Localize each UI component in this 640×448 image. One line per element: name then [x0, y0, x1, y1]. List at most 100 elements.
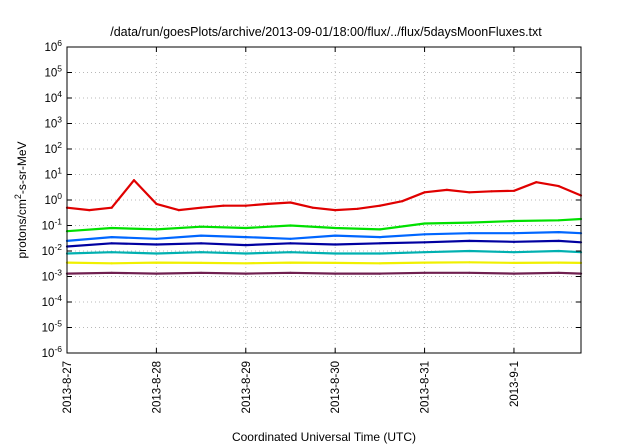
data-point — [468, 191, 471, 194]
data-point — [557, 185, 560, 188]
y-tick-label-base: 10 — [44, 195, 57, 207]
data-point — [512, 272, 516, 275]
data-point — [267, 202, 270, 205]
data-point — [244, 244, 247, 247]
y-tick-label-exponent: -4 — [54, 293, 62, 303]
data-point — [334, 226, 337, 230]
data-point — [88, 209, 91, 212]
data-point — [334, 261, 337, 264]
data-point — [132, 179, 136, 182]
y-axis-label-suffix: -s-sr-MeV — [15, 141, 29, 194]
data-point — [155, 243, 158, 246]
data-point — [512, 189, 516, 192]
chart-title: /data/run/goesPlots/archive/2013-09-01/1… — [110, 25, 542, 39]
data-point — [334, 272, 337, 275]
y-tick-label-base: 10 — [42, 297, 55, 309]
data-point — [334, 252, 337, 255]
y-tick-label-base: 10 — [44, 93, 57, 105]
data-point — [200, 251, 203, 254]
data-point — [289, 201, 292, 204]
data-point — [200, 225, 203, 228]
data-point — [423, 191, 426, 194]
series-line-group — [65, 239, 583, 248]
y-tick-label: 10-6 — [42, 344, 63, 360]
series-line — [66, 231, 582, 242]
y-tick-label-base: 10 — [42, 246, 55, 258]
data-point — [401, 200, 404, 203]
data-point — [468, 239, 471, 242]
data-point — [512, 240, 516, 243]
data-point — [110, 242, 113, 245]
data-point — [334, 243, 337, 246]
x-tick-label: 2013-8-28 — [151, 361, 163, 413]
y-tick-label-exponent: -3 — [54, 268, 62, 278]
x-tick-label: 2013-9-1 — [509, 361, 521, 407]
y-tick-label-base: 10 — [44, 119, 57, 131]
data-point — [423, 222, 426, 225]
y-tick-label-exponent: 6 — [57, 38, 62, 48]
data-point — [244, 236, 247, 239]
y-tick-label-exponent: -2 — [54, 242, 62, 252]
data-point — [155, 261, 158, 264]
y-tick-label-exponent: 1 — [57, 166, 62, 176]
y-tick-labels: 10-610-510-410-310-210-11001011021031041… — [42, 38, 63, 360]
data-point — [110, 271, 113, 274]
y-tick-label: 100 — [44, 191, 62, 207]
data-point — [200, 261, 203, 264]
series-line-group — [65, 271, 583, 275]
y-tick-label-base: 10 — [44, 170, 57, 182]
ticks-layer — [66, 46, 581, 354]
y-tick-label: 10-4 — [42, 293, 63, 309]
y-tick-label: 10-3 — [42, 268, 63, 284]
data-point — [445, 188, 448, 191]
data-point — [289, 271, 292, 274]
y-tick-label-base: 10 — [44, 42, 57, 54]
data-point — [110, 236, 113, 239]
data-point — [378, 272, 381, 275]
y-tick-label-base: 10 — [44, 144, 57, 156]
y-tick-label: 10-5 — [42, 319, 63, 335]
y-axis-label-prefix: protons/cm — [15, 199, 29, 258]
data-point — [244, 262, 247, 265]
y-tick-label-exponent: 2 — [57, 140, 62, 150]
data-point — [468, 261, 471, 264]
y-axis-label: protons/cm2-s-sr-MeV — [13, 141, 29, 258]
data-point — [155, 272, 158, 275]
data-point — [222, 204, 225, 207]
data-point — [289, 251, 292, 254]
data-point — [110, 206, 113, 209]
data-point — [155, 228, 158, 231]
data-point — [110, 262, 113, 265]
data-point — [155, 202, 158, 205]
data-point — [557, 271, 560, 274]
y-tick-label: 102 — [44, 140, 62, 156]
data-point — [378, 236, 381, 239]
data-point — [423, 271, 426, 274]
data-point — [110, 251, 113, 254]
data-point — [535, 181, 538, 184]
x-tick-labels: 2013-8-27 2013-8-28 2013-8-29 2013-8-30 2013… — [62, 361, 521, 413]
series-line — [66, 261, 582, 265]
data-point — [334, 234, 337, 237]
data-point — [512, 219, 516, 223]
data-point — [378, 228, 381, 231]
data-point — [512, 232, 516, 235]
data-point — [110, 226, 113, 230]
data-point — [557, 231, 560, 234]
y-tick-label-exponent: 0 — [57, 191, 62, 201]
data-point — [423, 241, 426, 244]
data-point — [155, 237, 158, 240]
y-tick-label-exponent: 5 — [57, 64, 62, 74]
series-line-group — [65, 231, 583, 242]
y-tick-label-exponent: -1 — [54, 217, 62, 227]
y-axis-label-superscript: 2 — [13, 194, 23, 199]
y-tick-label-exponent: 4 — [57, 89, 62, 99]
grid-layer — [66, 47, 581, 353]
data-point — [468, 221, 471, 224]
data-point — [378, 204, 381, 207]
y-tick-label: 105 — [44, 64, 62, 80]
x-tick-label: 2013-8-29 — [241, 361, 253, 413]
data-point — [177, 209, 180, 212]
data-point — [512, 261, 516, 264]
